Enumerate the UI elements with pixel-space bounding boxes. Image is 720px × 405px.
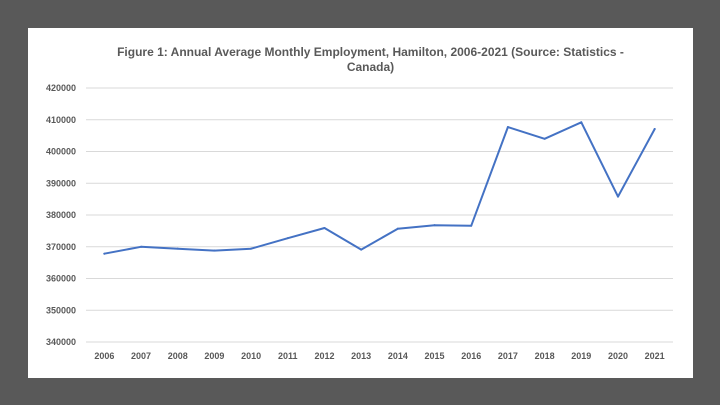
x-tick-label: 2006 [94,351,114,361]
x-tick-label: 2014 [388,351,408,361]
data-point [653,127,656,130]
y-tick-label: 360000 [46,274,76,284]
data-point [286,237,289,240]
x-tick-label: 2021 [645,351,665,361]
line-chart: 340000 350000 360000 370000 380000 390000 4000… [46,83,673,361]
data-point [580,121,583,124]
x-tick-label: 2007 [131,351,151,361]
data-point [213,249,216,252]
data-point [250,247,253,250]
data-point [360,248,363,251]
x-tick-label: 2012 [314,351,334,361]
x-tick-label: 2008 [168,351,188,361]
y-tick-label: 350000 [46,305,76,315]
y-tick-label: 380000 [46,210,76,220]
y-tick-label: 370000 [46,242,76,252]
y-tick-label: 340000 [46,337,76,347]
series-group [103,121,656,255]
data-point [543,137,546,140]
x-tick-label: 2018 [535,351,555,361]
data-point [616,195,619,198]
x-tick-label: 2019 [571,351,591,361]
y-axis-ticks: 340000 350000 360000 370000 380000 390000 4000… [46,83,76,347]
x-tick-label: 2017 [498,351,518,361]
data-point [506,126,509,129]
gridlines [86,87,673,343]
x-tick-label: 2016 [461,351,481,361]
chart-panel: Figure 1: Annual Average Monthly Employm… [28,28,693,378]
x-tick-label: 2009 [204,351,224,361]
data-point [103,252,106,255]
chart-title: Figure 1: Annual Average Monthly Employm… [117,45,624,74]
series-line [103,121,656,255]
data-point [140,245,143,248]
data-point [470,224,473,227]
y-tick-label: 400000 [46,147,76,157]
y-tick-label: 390000 [46,178,76,188]
x-tick-label: 2020 [608,351,628,361]
x-axis-ticks: 2006 2007 2008 2009 2010 2011 2012 2013 2014 2015… [94,351,664,361]
y-tick-label: 420000 [46,83,76,93]
x-tick-label: 2010 [241,351,261,361]
y-tick-label: 410000 [46,115,76,125]
data-point [323,227,326,230]
x-tick-label: 2011 [278,351,298,361]
data-point [433,224,436,227]
data-point [396,227,399,230]
x-tick-label: 2015 [425,351,445,361]
data-point [176,247,179,250]
x-tick-label: 2013 [351,351,371,361]
